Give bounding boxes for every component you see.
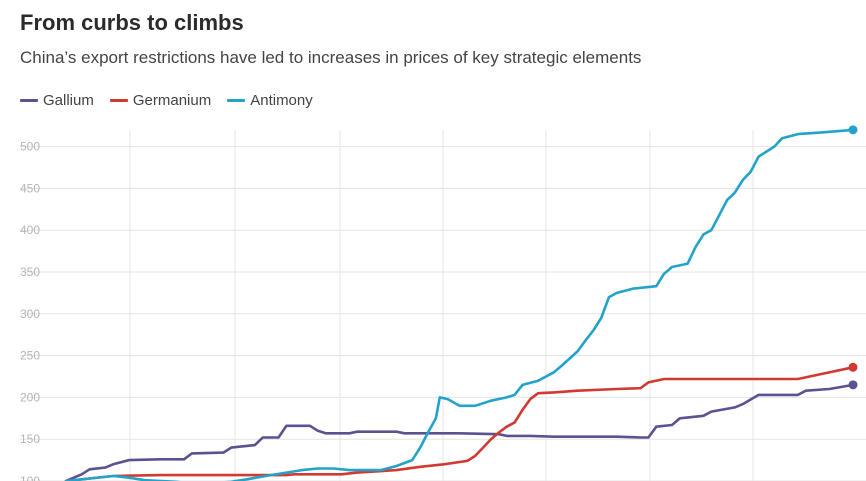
legend-item-germanium: Germanium	[109, 92, 212, 109]
y-tick-label: 300	[20, 307, 40, 321]
legend-swatch-antimony	[227, 99, 246, 102]
series-line-gallium	[64, 383, 855, 481]
y-axis-ticks: 100 150 200 250 300 350 400 450 500	[20, 140, 40, 481]
series-line-antimony	[64, 128, 855, 481]
chart-title: From curbs to climbs	[20, 10, 244, 35]
end-point-germanium	[848, 362, 858, 372]
y-tick-label: 250	[20, 349, 40, 363]
y-tick-label: 100	[20, 474, 40, 481]
legend-swatch-gallium	[20, 99, 38, 102]
legend-swatch-germanium	[109, 99, 128, 102]
legend-label-antimony: Antimony	[250, 92, 313, 109]
end-point-gallium	[848, 380, 858, 390]
legend-item-gallium: Gallium	[20, 92, 94, 109]
chart-subtitle: China’s export restrictions have led to …	[20, 48, 642, 67]
y-tick-label: 400	[20, 223, 40, 237]
legend: Gallium Germanium Antimony	[20, 92, 313, 109]
y-tick-label: 350	[20, 265, 40, 279]
legend-label-germanium: Germanium	[132, 92, 212, 109]
grid	[20, 130, 866, 481]
y-tick-label: 500	[20, 140, 40, 154]
legend-label-gallium: Gallium	[43, 92, 94, 109]
end-point-antimony	[848, 125, 858, 135]
legend-item-antimony: Antimony	[227, 92, 313, 109]
series-lines	[64, 125, 858, 481]
y-tick-label: 450	[20, 181, 40, 195]
y-tick-label: 200	[20, 390, 40, 404]
y-tick-label: 150	[20, 432, 40, 446]
series-line-germanium	[64, 366, 855, 481]
line-chart: 100 150 200 250 300 350 400 450 500	[20, 125, 866, 481]
